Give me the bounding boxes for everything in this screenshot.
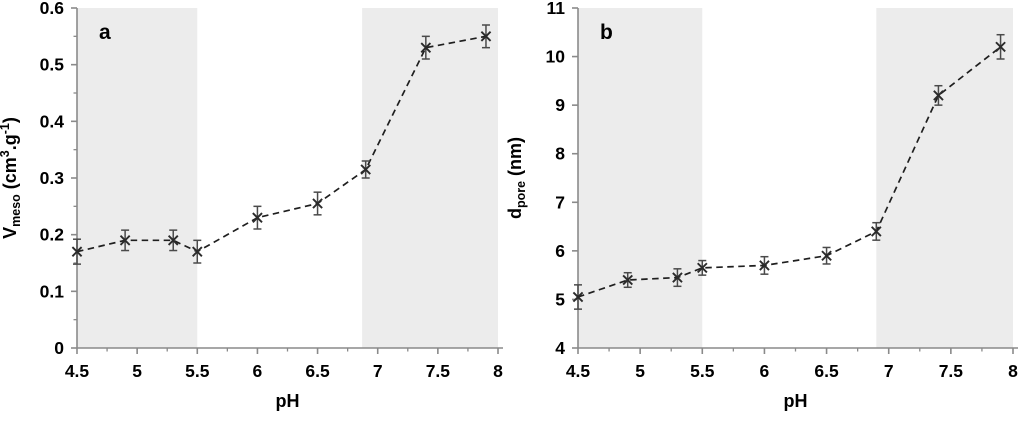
- x-tick-label: 5.5: [690, 361, 715, 381]
- y-axis-title: Vmeso (cm3.g-1): [0, 117, 23, 239]
- x-tick-label: 6.5: [305, 361, 330, 381]
- shaded-band: [77, 8, 198, 348]
- panel-letter: b: [600, 21, 613, 44]
- data-point-marker: [312, 198, 323, 209]
- y-tick-label: 7: [555, 192, 565, 212]
- data-point-marker: [995, 41, 1006, 53]
- data-point-marker: [672, 272, 683, 283]
- data-point-marker: [119, 235, 131, 246]
- y-tick-label: 0.4: [40, 111, 65, 131]
- y-tick-label: 0.5: [40, 55, 65, 75]
- shaded-band: [362, 8, 498, 348]
- x-tick-label: 6: [253, 361, 263, 381]
- data-point-marker: [252, 212, 263, 223]
- data-point-marker: [697, 262, 708, 274]
- panel-letter: a: [99, 21, 111, 44]
- x-tick-label: 5: [635, 361, 645, 381]
- data-point-marker: [71, 246, 83, 257]
- data-point-marker: [192, 246, 203, 257]
- data-point-marker: [572, 291, 584, 303]
- data-point-marker: [480, 31, 492, 42]
- y-tick-label: 9: [555, 95, 565, 115]
- data-point-marker: [622, 274, 633, 286]
- x-tick-label: 7.5: [939, 361, 964, 381]
- x-tick-label: 5.5: [185, 361, 210, 381]
- x-tick-label: 5: [132, 361, 142, 381]
- data-point-marker: [360, 164, 371, 175]
- data-point-marker: [871, 226, 882, 237]
- x-tick-label: 4.5: [65, 361, 90, 381]
- y-tick-label: 8: [555, 144, 565, 164]
- y-tick-label: 10: [546, 47, 566, 67]
- shaded-band: [578, 8, 703, 348]
- y-tick-label: 0.6: [40, 0, 65, 18]
- y-tick-label: 11: [547, 0, 566, 18]
- x-tick-label: 8: [1008, 361, 1018, 381]
- y-tick-label: 4: [555, 338, 565, 358]
- data-point-marker: [759, 260, 770, 271]
- shaded-band: [876, 8, 1013, 348]
- x-tick-label: 8: [493, 361, 503, 381]
- x-tick-label: 7: [884, 361, 894, 381]
- x-axis-title: pH: [784, 391, 808, 411]
- x-tick-label: 7.5: [426, 361, 451, 381]
- data-point-marker: [821, 250, 832, 261]
- x-tick-label: 7: [373, 361, 383, 381]
- y-tick-label: 6: [555, 241, 565, 261]
- data-point-marker: [167, 235, 179, 246]
- y-tick-label: 5: [555, 289, 565, 309]
- x-tick-label: 6: [760, 361, 770, 381]
- y-tick-label: 0.3: [40, 168, 65, 188]
- data-point-marker: [933, 90, 944, 101]
- y-tick-label: 0.1: [40, 281, 65, 301]
- y-tick-label: 0.2: [40, 225, 65, 245]
- data-point-marker: [420, 42, 432, 53]
- chart-panel-a: 4.5 5 5.5 6 6.5 7 7.5 8 0 0.1 0.2 0.3 0.4 0.5 0.6 pH Vme…: [0, 0, 503, 411]
- y-tick-label: 0: [54, 338, 64, 358]
- y-axis-title: dpore (nm): [505, 137, 528, 219]
- x-tick-label: 4.5: [566, 361, 591, 381]
- x-axis-title: pH: [276, 391, 300, 411]
- x-tick-label: 6.5: [814, 361, 839, 381]
- chart-panel-b: 4.5 5 5.5 6 6.5 7 7.5 8 4 5 6 7 8 9 10 11 pH dpore (nm) b: [505, 0, 1018, 411]
